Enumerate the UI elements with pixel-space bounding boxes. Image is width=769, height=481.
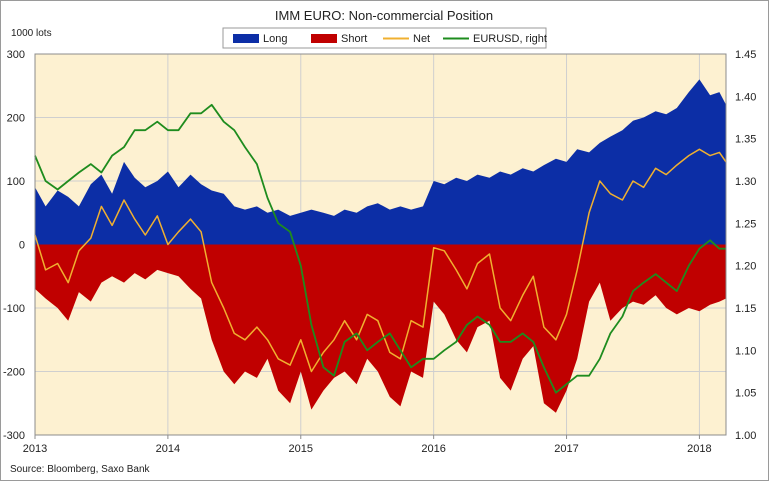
y-tick-right-label: 1.35 — [735, 134, 756, 146]
y-tick-left-label: -300 — [3, 430, 25, 442]
legend-label-long: Long — [263, 33, 287, 45]
legend-label-eurusd-right: EURUSD, right — [473, 33, 547, 45]
y-tick-right-label: 1.25 — [735, 218, 756, 230]
plot-border — [34, 53, 727, 436]
y-axis-right: 1.45 1.40 1.35 1.30 1.25 1.20 1.15 1.10 1.05 1.00 — [735, 49, 756, 442]
x-tick-label: 2016 — [421, 443, 445, 455]
y-tick-right-label: 1.45 — [735, 49, 756, 61]
series-eurusd-right-line — [34, 103, 726, 394]
legend-label-short: Short — [341, 33, 367, 45]
y-axis-left: 300 200 100 0 -100 -200 -300 — [3, 49, 25, 442]
source-note: Source: Bloomberg, Saxo Bank — [10, 464, 151, 475]
y-tick-left-label: 200 — [7, 113, 25, 125]
y-tick-left-label: 300 — [7, 49, 25, 61]
y-tick-left-label: 0 — [19, 240, 25, 252]
legend-label-net: Net — [413, 33, 430, 45]
y-tick-right-label: 1.30 — [735, 176, 756, 188]
legend-swatch-short — [311, 34, 337, 43]
chart-title: IMM EURO: Non-commercial Position — [275, 8, 493, 23]
y-tick-right-label: 1.20 — [735, 261, 756, 273]
x-tick-label: 2018 — [687, 443, 711, 455]
y-tick-left-label: -200 — [3, 367, 25, 379]
y-tick-right-label: 1.10 — [735, 345, 756, 357]
y-tick-right-label: 1.05 — [735, 388, 756, 400]
x-tick-label: 2015 — [289, 443, 313, 455]
legend: Long Short Net EURUSD, right — [222, 27, 547, 49]
y-tick-right-label: 1.00 — [735, 430, 756, 442]
y-tick-left-label: -100 — [3, 303, 25, 315]
y-tick-right-label: 1.15 — [735, 303, 756, 315]
series-layer — [34, 79, 727, 413]
y-axis-left-label: 1000 lots — [11, 28, 52, 39]
x-tick-label: 2013 — [23, 443, 47, 455]
x-tick-label: 2014 — [156, 443, 180, 455]
y-tick-right-label: 1.40 — [735, 91, 756, 103]
legend-swatch-long — [233, 34, 259, 43]
x-tick-label: 2017 — [554, 443, 578, 455]
y-tick-left-label: 100 — [7, 176, 25, 188]
x-axis: 2013 2014 2015 2016 2017 2018 — [23, 435, 712, 455]
series-long-area — [35, 79, 726, 245]
